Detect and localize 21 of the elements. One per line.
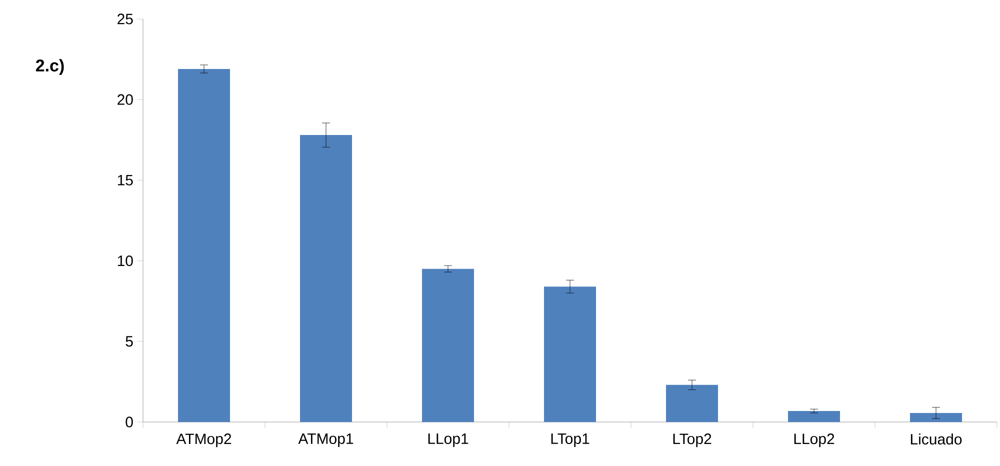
bar <box>788 411 840 422</box>
x-tick-label: ATMop2 <box>176 434 232 448</box>
bar <box>178 68 230 422</box>
y-tick-label: 15 <box>118 174 133 186</box>
bar <box>910 412 962 422</box>
bar <box>300 135 352 422</box>
bar <box>544 286 596 422</box>
x-tick-label: LLop2 <box>794 434 834 448</box>
x-tick-label: Licuado <box>910 434 962 445</box>
bar <box>666 384 718 422</box>
x-tick-label: ATMop1 <box>298 434 354 447</box>
y-tick-label: 25 <box>118 14 133 24</box>
y-tick-label: 10 <box>118 255 133 266</box>
y-tick-label: 20 <box>118 94 133 105</box>
text: 2.c) <box>36 59 64 75</box>
x-tick-label: LTop2 <box>673 434 712 448</box>
y-tick-label: 0 <box>126 416 133 428</box>
bar <box>422 268 474 422</box>
x-tick-label: LTop1 <box>551 434 590 447</box>
y-tick-label: 5 <box>126 336 133 347</box>
x-tick-label: LLop1 <box>428 434 468 447</box>
